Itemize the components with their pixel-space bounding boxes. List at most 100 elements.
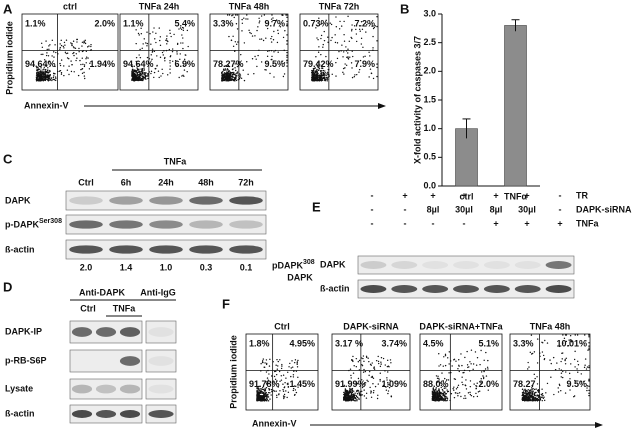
dot [441,392,444,395]
label: ctrl [63,1,77,11]
dot [317,69,319,71]
dot [535,388,537,390]
dot [133,72,135,74]
dot [297,386,299,388]
band [149,196,183,205]
dot [45,72,47,74]
dot [180,28,183,31]
dot [151,58,153,61]
dot [527,361,529,364]
dot [168,48,171,51]
dot [165,39,167,42]
dot [539,397,542,399]
dot [277,29,279,32]
band [189,245,223,254]
dot [355,33,358,35]
dot [569,335,572,337]
dot [318,67,321,70]
dot [541,393,544,395]
dot [389,379,391,381]
dot [54,79,57,82]
dot [84,77,86,80]
dot [48,60,51,63]
dot [85,58,87,60]
dot [53,56,55,58]
dot [472,363,475,365]
band [148,410,174,418]
dot [182,64,185,67]
dot [483,359,485,362]
dot [372,35,374,38]
dot [343,397,346,399]
dot [260,363,262,365]
dot [386,379,388,381]
dot [444,377,446,380]
dot [224,65,226,68]
dot [361,394,363,396]
dot [50,77,53,79]
dot [90,44,92,46]
dot [62,45,65,48]
dot [365,392,368,395]
dot [81,72,84,75]
dot [131,73,134,75]
label: Ctrl [78,177,94,187]
dot [565,371,567,373]
dot [266,55,269,58]
dot [142,43,144,45]
dot [442,398,444,400]
dot [228,14,231,16]
dot [140,27,142,30]
dot [166,74,169,76]
dot [176,42,179,45]
dot [282,374,285,376]
label: 30µl [455,204,473,214]
dot [286,24,288,27]
dot [355,357,358,360]
dot [240,53,242,56]
dot [377,355,379,358]
dot [567,345,570,347]
dot [357,361,360,363]
dot [234,63,236,65]
dot [349,391,352,394]
dot [588,385,590,388]
dot [138,71,140,73]
dot [86,46,89,48]
flow-plot [209,13,289,91]
dot [379,372,381,374]
dot [320,34,323,37]
dot [256,386,258,389]
dot [282,395,285,397]
dot [567,385,569,387]
dot [155,41,157,44]
dot [277,51,279,53]
dot [440,386,442,389]
dot [443,356,445,358]
flow-plot [21,13,119,91]
dot [458,365,460,367]
dot [260,61,263,63]
dot [317,39,319,41]
dot [256,391,259,394]
dot [549,359,551,361]
dot [275,373,278,376]
dot [233,73,236,76]
dot [487,359,489,362]
dot [48,76,51,78]
dot [385,389,388,391]
dot [134,70,136,72]
dot [317,78,319,81]
dot [346,389,348,392]
dot [158,76,160,79]
dot [339,20,341,23]
dot [454,392,457,394]
dot [260,398,263,401]
dot [140,33,143,35]
dot [256,398,259,400]
dot [259,395,262,397]
label: DAPK-siRNA+TNFa [419,321,503,331]
label: A [3,1,13,16]
dot [372,392,375,394]
dot [174,60,177,62]
